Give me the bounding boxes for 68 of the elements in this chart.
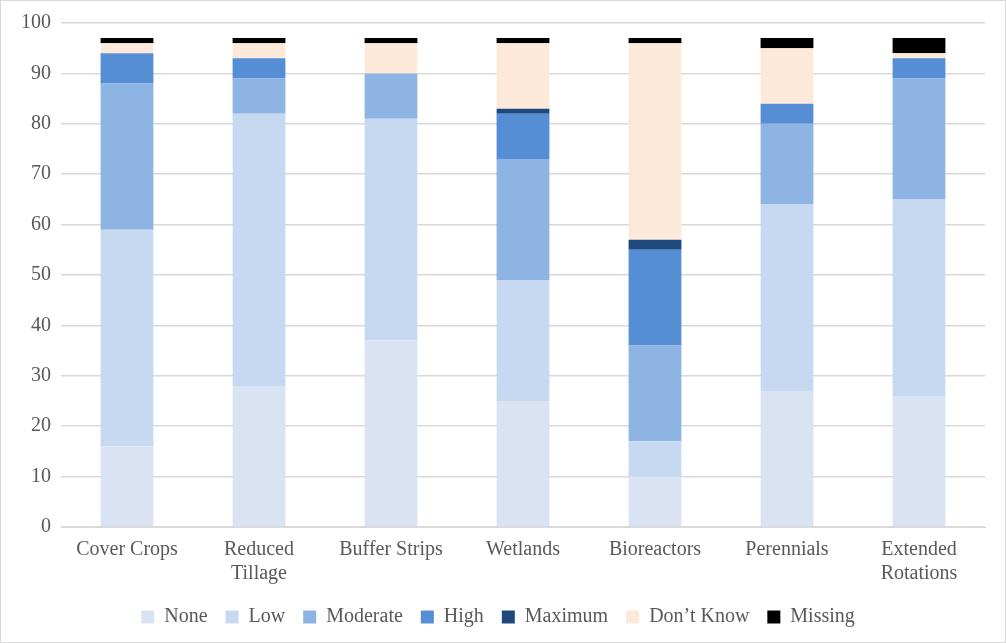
- bar: [496, 280, 550, 401]
- bar: [760, 38, 814, 49]
- bar: [496, 113, 550, 160]
- bar: [628, 239, 682, 250]
- y-tick-label: 80: [31, 111, 51, 134]
- bar: [232, 58, 286, 79]
- bar: [628, 43, 682, 240]
- legend-label: Low: [248, 604, 286, 627]
- y-tick-label: 50: [31, 262, 51, 285]
- bar: [628, 345, 682, 442]
- y-tick-label: 0: [41, 514, 51, 537]
- bar: [892, 38, 946, 54]
- bar: [232, 385, 286, 527]
- bar: [364, 118, 418, 341]
- bar: [760, 390, 814, 527]
- bar: [628, 38, 682, 44]
- y-tick-label: 40: [31, 312, 51, 335]
- bar: [892, 53, 946, 59]
- bar: [364, 340, 418, 527]
- bar: [760, 103, 814, 124]
- bar: [100, 43, 154, 54]
- y-tick-label: 10: [31, 463, 51, 486]
- bar: [628, 441, 682, 477]
- y-tick-label: 100: [21, 10, 51, 33]
- x-tick-label: Bioreactors: [608, 537, 702, 560]
- bar: [892, 78, 946, 200]
- bar: [760, 123, 814, 205]
- legend-label: Moderate: [326, 604, 403, 627]
- bar: [232, 113, 286, 386]
- legend-label: Maximum: [524, 604, 609, 627]
- bar: [100, 83, 154, 230]
- bar: [232, 43, 286, 59]
- y-tick-label: 60: [31, 211, 51, 234]
- x-tick-label: Wetlands: [486, 537, 561, 560]
- x-tick-label: Extended Rotations: [880, 537, 958, 584]
- y-tick-label: 30: [31, 363, 51, 386]
- bar: [892, 58, 946, 79]
- legend-label: High: [443, 604, 484, 628]
- x-tick-label: Reduced Tillage: [224, 537, 294, 585]
- bar: [364, 38, 418, 44]
- x-tick-label: Buffer Strips: [339, 537, 443, 561]
- y-tick-label: 70: [31, 161, 51, 184]
- bar: [100, 53, 154, 84]
- bar: [496, 108, 550, 114]
- bar: [496, 43, 550, 109]
- bar: [100, 38, 154, 44]
- bar: [496, 159, 550, 281]
- x-tick-label: Perennials: [745, 537, 829, 560]
- legend-label: Don’t Know: [649, 604, 750, 627]
- y-tick-label: 20: [31, 413, 51, 436]
- bar: [100, 229, 154, 447]
- bar: [760, 48, 814, 104]
- bar: [628, 249, 682, 346]
- bar: [628, 476, 682, 527]
- y-tick-label: 90: [31, 60, 51, 83]
- legend-label: None: [164, 604, 208, 627]
- bar: [496, 401, 550, 527]
- bar: [232, 38, 286, 44]
- bar: [892, 199, 946, 396]
- bar: [364, 43, 418, 74]
- x-tick-label: Cover Crops: [76, 537, 179, 561]
- bar: [892, 395, 946, 527]
- bar: [496, 38, 550, 44]
- bar: [760, 204, 814, 391]
- bar: [232, 78, 286, 114]
- bar: [100, 446, 154, 527]
- bar: [364, 73, 418, 119]
- legend-label: Missing: [790, 604, 855, 628]
